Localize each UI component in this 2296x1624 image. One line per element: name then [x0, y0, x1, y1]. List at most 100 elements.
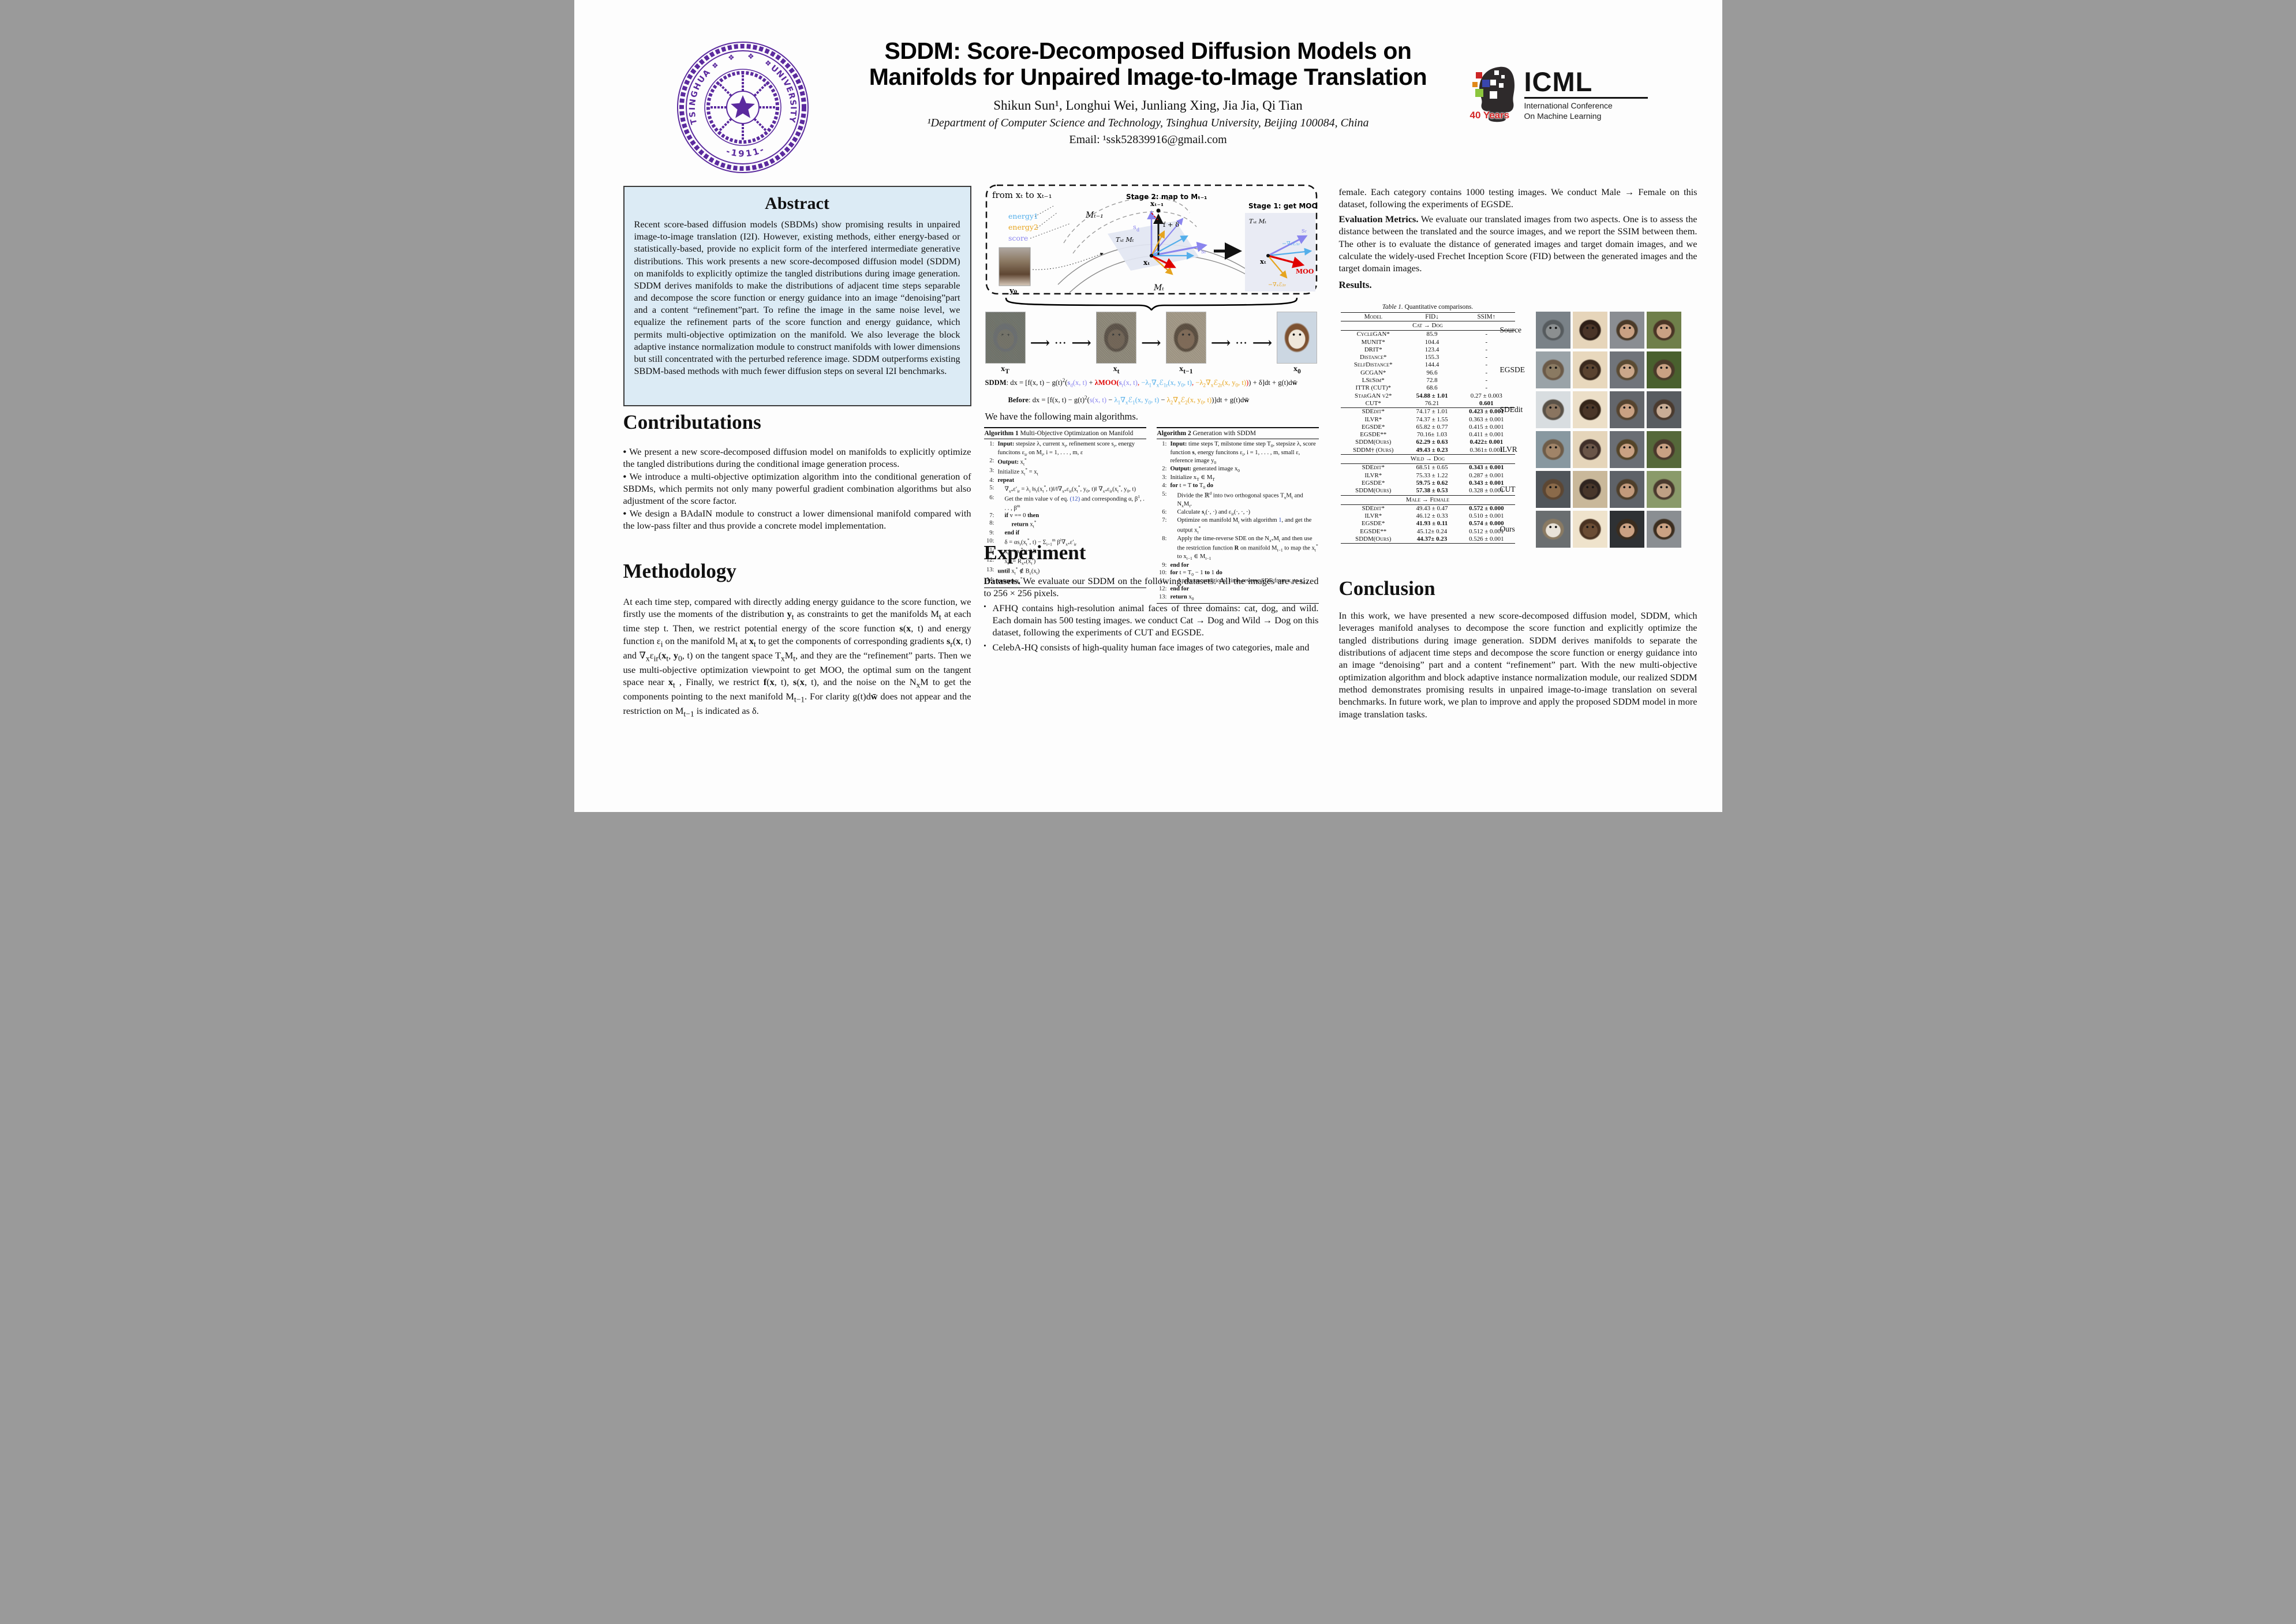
sequence-step-label: xt−1 [1179, 365, 1193, 375]
fid-cell: 144.4 [1424, 361, 1439, 369]
fid-cell: 68.6 [1426, 384, 1438, 392]
result-image [1646, 351, 1681, 388]
result-image [1535, 312, 1570, 349]
seal-university-text: UNIVERSITY [769, 63, 797, 124]
result-image [1572, 511, 1607, 548]
model-cell: SDDM(Ours) [1355, 439, 1392, 446]
model-cell: CUT* [1365, 399, 1381, 407]
sequence-image [1277, 312, 1318, 364]
table-row: SDEdit* 49.43 ± 0.47 0.572 ± 0.000 [1341, 504, 1515, 512]
y0-label: y₀ [1009, 287, 1018, 295]
equation-term: ) [1246, 379, 1249, 387]
ssim-cell: 0.363 ± 0.001 [1469, 416, 1504, 423]
seal-star-icon [730, 95, 755, 118]
legend-energy2: energy2 [1008, 223, 1038, 231]
equation-term: d [1070, 382, 1073, 388]
equation-term: 1 [1117, 399, 1121, 406]
fid-cell: 62.29 ± 0.63 [1416, 439, 1448, 446]
ellipsis-icon: ··· [1054, 337, 1067, 349]
table-column-header: Model [1340, 312, 1406, 321]
table-row: SDDM(Ours) 57.38 ± 0.53 0.328 ± 0.001 [1341, 487, 1515, 495]
algorithm-line: 2: Output: xt* [989, 457, 1027, 467]
table-column-header: FID↓ [1406, 312, 1459, 321]
method-overview-figure: from xₜ to xₜ₋₁ energy1 energy2 score y₀… [984, 183, 1319, 296]
equation-term: [ [1025, 379, 1028, 387]
model-cell: SDDM(Ours) [1355, 536, 1392, 543]
affiliation-line: ¹Department of Computer Science and Tech… [927, 117, 1369, 130]
result-image [1609, 312, 1644, 349]
ssim-cell: 0.574 ± 0.000 [1469, 520, 1504, 527]
fid-cell: 65.82 ± 0.77 [1416, 423, 1448, 431]
fid-cell: 68.51 ± 0.65 [1416, 464, 1448, 472]
table-row: CUT* 76.21 0.601 [1341, 400, 1515, 408]
fid-cell: 57.38 ± 0.53 [1416, 487, 1448, 495]
algorithm-line: 8: Apply the time-reverse SDE on the Nx*M… [1162, 535, 1318, 562]
result-image [1646, 431, 1681, 468]
authors-line: Shikun Sun¹, Longhui Wei, Junliang Xing,… [993, 98, 1303, 113]
figure-border [985, 184, 1317, 295]
f-plus-delta-label: f + δ [1163, 220, 1179, 229]
arrow-icon: ⟶ [1252, 335, 1273, 351]
grid-row-label: EGSDE [1499, 365, 1525, 374]
equation-term: 0 [1148, 399, 1151, 406]
equation-term: ∇ [1151, 379, 1157, 387]
table-row: SDEdit* 68.51 ± 0.65 0.343 ± 0.001 [1341, 464, 1515, 472]
equation-term: ] [1262, 379, 1265, 387]
result-image [1535, 511, 1570, 548]
diffusion-sequence-row: xT ⟶ ··· ⟶ xt ⟶ xt−1 ⟶ ··· ⟶ x0 [985, 312, 1318, 375]
icml-acronym: ICML [1524, 66, 1593, 97]
algorithm-line: 3: Initialize xT ∈ MT [1162, 474, 1215, 482]
algorithm-line: 8: return xt* [989, 519, 1037, 530]
legend-pointer-lines [1030, 205, 1071, 239]
equation-term: x [1177, 399, 1181, 406]
contributions-list: • We present a new score-decomposed diff… [623, 446, 971, 532]
equation-term: λ [1114, 396, 1118, 405]
equation-term: w̄ [1292, 379, 1297, 387]
abstract-box: Abstract Recent score-based diffusion mo… [623, 186, 971, 406]
contributions-heading: Contributations [623, 411, 761, 433]
ssim-cell: 0.423 ± 0.001 [1458, 407, 1515, 416]
sequence-step: x0 [1277, 312, 1318, 375]
equation-term: (x, t) [1123, 379, 1138, 387]
table-row: Distance* 155.3 - [1341, 354, 1515, 361]
algorithm-2-box: Algorithm 2 Generation with SDDM 1: Input… [1156, 427, 1319, 604]
fid-cell: 70.16± 1.03 [1416, 431, 1448, 439]
equation-term: −λ [1194, 379, 1203, 387]
equation-term: )]dt + g(t)d [1211, 396, 1244, 405]
fid-cell: 74.37 ± 1.55 [1416, 416, 1448, 423]
algorithm-line: 13: return x0 [1158, 593, 1194, 601]
result-image [1572, 391, 1607, 428]
table-row: EGSDE** 45.12± 0.24 0.512 ± 0.001 [1341, 528, 1515, 536]
model-cell: GCGAN* [1360, 369, 1386, 376]
equation-term: , t) [1238, 379, 1247, 387]
grid-tiles [1535, 351, 1681, 388]
algorithm-line: 10: for t = T0 − 1 to 1 do [1158, 569, 1222, 577]
equation-term: 1r [1163, 382, 1168, 388]
equation-term: , [1192, 379, 1194, 387]
equation-term: 0 [1181, 382, 1184, 388]
result-image [1535, 471, 1570, 508]
result-image [1646, 471, 1681, 508]
fid-cell: 49.43 ± 0.47 [1416, 504, 1448, 512]
ssim-cell: 0.422± 0.001 [1469, 439, 1504, 446]
model-cell: StarGAN v2* [1355, 392, 1392, 399]
ssim-cell: 0.328 ± 0.001 [1469, 487, 1504, 495]
result-image [1609, 351, 1644, 388]
panel-moo-arrow [1267, 255, 1304, 268]
grid-row: Source [1500, 312, 1681, 349]
equation-term: f(x, t) − g(t) [1027, 379, 1063, 387]
fid-cell: 104.4 [1424, 338, 1439, 346]
table-section-label: Male → Female [1340, 495, 1515, 505]
table-row: LSeSim* 72.8 - [1341, 377, 1515, 384]
results-label: Results. [1338, 279, 1372, 290]
fid-cell: 41.93 ± 0.11 [1416, 520, 1448, 527]
table-row: GCGAN* 96.6 - [1341, 369, 1515, 377]
equation-term: 0 [1201, 399, 1204, 406]
table-row: SDDM† (Ours) 49.43 ± 0.23 0.361± 0.001 [1341, 447, 1515, 455]
equation-term: ℰ [1128, 396, 1133, 405]
icml-wordmark: ICML International Conference On Machine… [1524, 65, 1648, 121]
sd-label: s [1133, 223, 1136, 231]
grid-row-label: Source [1499, 325, 1522, 334]
icml-line1: International Conference [1524, 101, 1613, 110]
fid-cell: 44.37± 0.23 [1416, 536, 1448, 543]
